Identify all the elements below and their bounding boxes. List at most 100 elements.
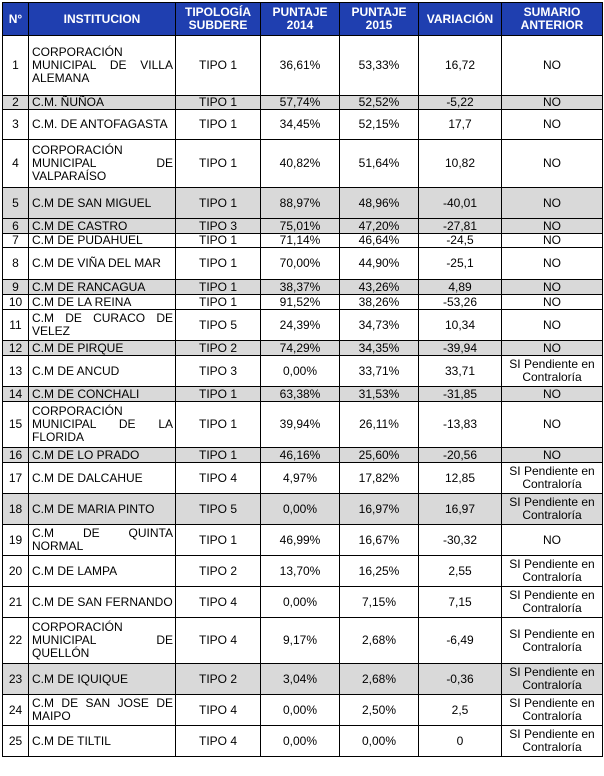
cell-institucion: C.M DE QUINTA NORMAL: [28, 524, 176, 556]
table-row: 19 C.M DE QUINTA NORMAL TIPO 1 46,99% 16,67%…: [2, 524, 603, 556]
cell-puntaje-2015: 34,35%: [339, 340, 419, 356]
cell-sumario: NO: [501, 309, 603, 341]
cell-puntaje-2015: 0,00%: [339, 725, 419, 757]
cell-tipologia: TIPO 1: [175, 139, 261, 188]
table-row: 6 C.M DE CASTRO TIPO 3 75,01% 47,20% -27,81 NO: [2, 218, 603, 234]
cell-variacion: 12,85: [418, 462, 502, 494]
cell-puntaje-2014: 0,00%: [260, 725, 340, 757]
cell-tipologia: TIPO 1: [175, 279, 261, 295]
cell-variacion: -40,01: [418, 187, 502, 219]
cell-puntaje-2014: 63,38%: [260, 386, 340, 402]
cell-puntaje-2015: 25,60%: [339, 447, 419, 463]
cell-tipologia: TIPO 4: [175, 462, 261, 494]
cell-tipologia: TIPO 1: [175, 35, 261, 96]
cell-num: 12: [2, 340, 29, 356]
cell-puntaje-2015: 48,96%: [339, 187, 419, 219]
table-row: 16 C.M DE LO PRADO TIPO 1 46,16% 25,60% -20,5…: [2, 447, 603, 463]
cell-variacion: 10,82: [418, 139, 502, 188]
cell-puntaje-2015: 31,53%: [339, 386, 419, 402]
cell-num: 7: [2, 233, 29, 248]
cell-puntaje-2015: 2,68%: [339, 617, 419, 664]
cell-tipologia: TIPO 1: [175, 233, 261, 248]
cell-tipologia: TIPO 1: [175, 187, 261, 219]
cell-num: 17: [2, 462, 29, 494]
cell-institucion: C.M DE SAN JOSE DE MAIPO: [28, 694, 176, 726]
cell-tipologia: TIPO 1: [175, 447, 261, 463]
table-row: 24 C.M DE SAN JOSE DE MAIPO TIPO 4 0,00% 2,5…: [2, 694, 603, 726]
cell-sumario: SI Pendiente en Contraloría: [501, 586, 603, 618]
cell-sumario: NO: [501, 233, 603, 248]
cell-tipologia: TIPO 4: [175, 694, 261, 726]
cell-puntaje-2015: 7,15%: [339, 586, 419, 618]
cell-tipologia: TIPO 2: [175, 340, 261, 356]
cell-variacion: 0: [418, 725, 502, 757]
cell-institucion: C.M DE LO PRADO: [28, 447, 176, 463]
cell-variacion: -25,1: [418, 247, 502, 280]
cell-tipologia: TIPO 1: [175, 294, 261, 310]
cell-puntaje-2015: 38,26%: [339, 294, 419, 310]
cell-num: 1: [2, 35, 29, 96]
cell-num: 13: [2, 355, 29, 387]
ranking-table: N° INSTITUCION TIPOLOGÍA SUBDERE PUNTAJE…: [2, 2, 603, 757]
cell-tipologia: TIPO 4: [175, 617, 261, 664]
cell-puntaje-2015: 46,64%: [339, 233, 419, 248]
cell-tipologia: TIPO 1: [175, 386, 261, 402]
table-row: 20 C.M DE LAMPA TIPO 2 13,70% 16,25% 2,55 SI P…: [2, 555, 603, 587]
header-num: N°: [2, 2, 29, 36]
cell-sumario: NO: [501, 279, 603, 295]
cell-puntaje-2014: 9,17%: [260, 617, 340, 664]
cell-puntaje-2014: 0,00%: [260, 586, 340, 618]
cell-puntaje-2014: 91,52%: [260, 294, 340, 310]
cell-variacion: -24,5: [418, 233, 502, 248]
header-variacion: VARIACIÓN: [418, 2, 502, 36]
cell-num: 9: [2, 279, 29, 295]
cell-tipologia: TIPO 1: [175, 247, 261, 280]
table-row: 13 C.M DE ANCUD TIPO 3 0,00% 33,71% 33,71 SI P…: [2, 355, 603, 387]
cell-tipologia: TIPO 5: [175, 493, 261, 525]
cell-puntaje-2015: 53,33%: [339, 35, 419, 96]
cell-puntaje-2015: 17,82%: [339, 462, 419, 494]
cell-institucion: C.M DE CONCHALI: [28, 386, 176, 402]
cell-num: 15: [2, 401, 29, 448]
cell-sumario: NO: [501, 109, 603, 140]
table-row: 8 C.M DE VIÑA DEL MAR TIPO 1 70,00% 44,90% -2…: [2, 247, 603, 280]
cell-sumario: SI Pendiente en Contraloría: [501, 663, 603, 695]
table-row: 2 C.M. ÑUÑOA TIPO 1 57,74% 52,52% -5,22 NO: [2, 95, 603, 110]
cell-tipologia: TIPO 5: [175, 309, 261, 341]
cell-institucion: C.M DE MARIA PINTO: [28, 493, 176, 525]
cell-institucion: C.M DE LAMPA: [28, 555, 176, 587]
table-row: 23 C.M DE IQUIQUE TIPO 2 3,04% 2,68% -0,36 SI …: [2, 663, 603, 695]
cell-institucion: C.M DE ANCUD: [28, 355, 176, 387]
cell-institucion: C.M DE PIRQUE: [28, 340, 176, 356]
cell-num: 6: [2, 218, 29, 234]
cell-puntaje-2014: 57,74%: [260, 95, 340, 110]
cell-tipologia: TIPO 1: [175, 524, 261, 556]
cell-tipologia: TIPO 4: [175, 725, 261, 757]
cell-puntaje-2014: 70,00%: [260, 247, 340, 280]
cell-variacion: -0,36: [418, 663, 502, 695]
cell-institucion: C.M DE CASTRO: [28, 218, 176, 234]
cell-puntaje-2015: 33,71%: [339, 355, 419, 387]
table-row: 22 CORPORACIÓN MUNICIPAL DE QUELLÓN TIPO 4…: [2, 617, 603, 664]
header-row: N° INSTITUCION TIPOLOGÍA SUBDERE PUNTAJE…: [2, 2, 603, 36]
cell-variacion: -30,32: [418, 524, 502, 556]
table-header: N° INSTITUCION TIPOLOGÍA SUBDERE PUNTAJE…: [2, 2, 603, 36]
cell-sumario: NO: [501, 95, 603, 110]
cell-variacion: -39,94: [418, 340, 502, 356]
table-row: 3 C.M. DE ANTOFAGASTA TIPO 1 34,45% 52,15% 17…: [2, 109, 603, 140]
cell-num: 14: [2, 386, 29, 402]
cell-puntaje-2014: 71,14%: [260, 233, 340, 248]
cell-tipologia: TIPO 2: [175, 663, 261, 695]
cell-sumario: SI Pendiente en Contraloría: [501, 617, 603, 664]
table-row: 14 C.M DE CONCHALI TIPO 1 63,38% 31,53% -31,8…: [2, 386, 603, 402]
cell-institucion: CORPORACIÓN MUNICIPAL DE QUELLÓN: [28, 617, 176, 664]
cell-sumario: NO: [501, 401, 603, 448]
cell-puntaje-2014: 24,39%: [260, 309, 340, 341]
cell-puntaje-2015: 52,52%: [339, 95, 419, 110]
cell-tipologia: TIPO 4: [175, 586, 261, 618]
cell-variacion: 16,97: [418, 493, 502, 525]
cell-sumario: NO: [501, 386, 603, 402]
cell-variacion: 16,72: [418, 35, 502, 96]
cell-tipologia: TIPO 1: [175, 401, 261, 448]
cell-variacion: 2,55: [418, 555, 502, 587]
